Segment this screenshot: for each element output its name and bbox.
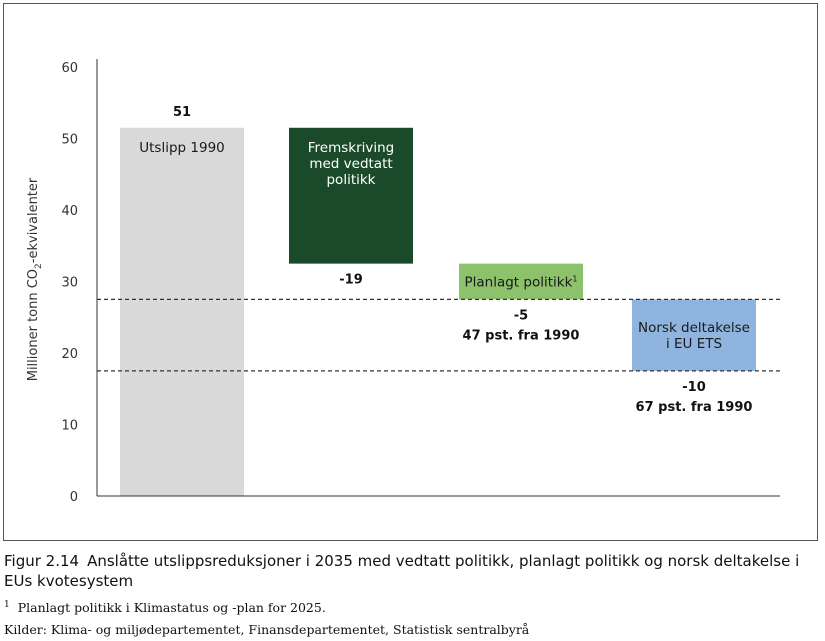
bar-4 [632,299,756,371]
figure-caption-text: Anslåtte utslippsreduksjoner i 2035 med … [4,552,800,590]
data-label: -19 [339,273,363,288]
y-axis-title-main: Millioner tonn CO [26,269,41,381]
bar-2 [289,127,413,264]
y-tick-label: 50 [61,133,78,148]
chart-frame: 0 10 20 30 40 50 60 Millioner tonn CO2-ekvivale… [3,3,818,541]
y-axis-title: Millioner tonn CO2-ekvivalenter [26,177,44,381]
figure-caption: Figur 2.14 Anslåtte utslippsreduksjoner i… [4,551,819,591]
bar-label: politikk [326,172,375,188]
annotation: 47 pst. fra 1990 [463,328,580,343]
footnote: 1 Planlagt politikk i Klimastatus og -pla… [4,600,326,615]
y-tick-label: 0 [70,490,78,505]
data-label: -10 [682,380,706,395]
footnote-marker: 1 [4,600,10,610]
y-axis-title-subscript: 2 [34,263,44,269]
bar-3 [459,263,583,300]
data-label: 51 [173,105,191,120]
bar-label: Norsk deltakelse [638,320,750,336]
y-tick-label: 10 [61,419,78,434]
bar-1 [120,127,244,497]
bar-label: i EU ETS [666,336,722,352]
y-tick-label: 60 [61,61,78,76]
figure-number: Figur 2.14 [4,552,80,570]
bar-label: Fremskriving [308,140,395,156]
y-axis-title-end: -ekvivalenter [26,177,41,263]
sources: Kilder: Klima- og miljødepartementet, Fi… [4,622,530,637]
footnote-text: Planlagt politikk i Klimastatus og -plan… [17,600,326,616]
data-label: -5 [514,308,528,323]
y-tick-label: 30 [61,276,78,291]
bar-label: Planlagt politikk1 [464,275,577,291]
y-tick-label: 40 [61,204,78,219]
bar-label: Utslipp 1990 [139,140,225,156]
annotation: 67 pst. fra 1990 [636,400,753,415]
waterfall-chart: 0 10 20 30 40 50 60 Millioner tonn CO2-ekvivale… [26,59,780,505]
bar-label-footnote-marker: 1 [572,275,577,284]
bar-label: med vedtatt [309,156,392,172]
y-tick-label: 20 [61,347,78,362]
